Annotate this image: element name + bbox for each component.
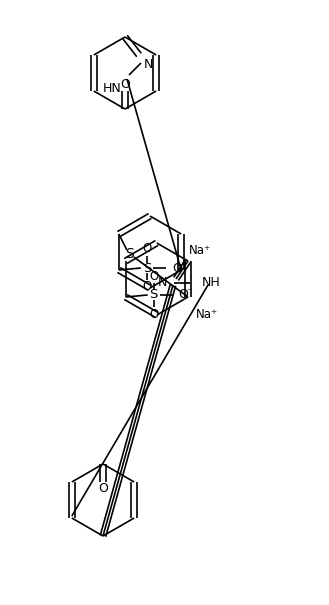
Text: O: O [149, 269, 158, 283]
Text: O: O [142, 281, 151, 293]
Text: O: O [120, 79, 130, 91]
Text: S: S [125, 247, 134, 261]
Text: O: O [98, 482, 108, 494]
Text: S: S [143, 261, 151, 275]
Text: ⁻: ⁻ [187, 287, 192, 297]
Text: HN: HN [103, 82, 122, 95]
Text: S: S [149, 289, 158, 301]
Text: O: O [142, 243, 151, 255]
Text: NH: NH [202, 276, 221, 290]
Text: ⁻: ⁻ [180, 260, 186, 270]
Text: N: N [158, 276, 167, 290]
Text: N: N [144, 58, 153, 71]
Text: O: O [179, 289, 189, 301]
Text: Na⁺: Na⁺ [196, 309, 218, 321]
Text: O: O [149, 307, 158, 321]
Text: O: O [172, 261, 182, 275]
Text: Na⁺: Na⁺ [189, 243, 211, 257]
